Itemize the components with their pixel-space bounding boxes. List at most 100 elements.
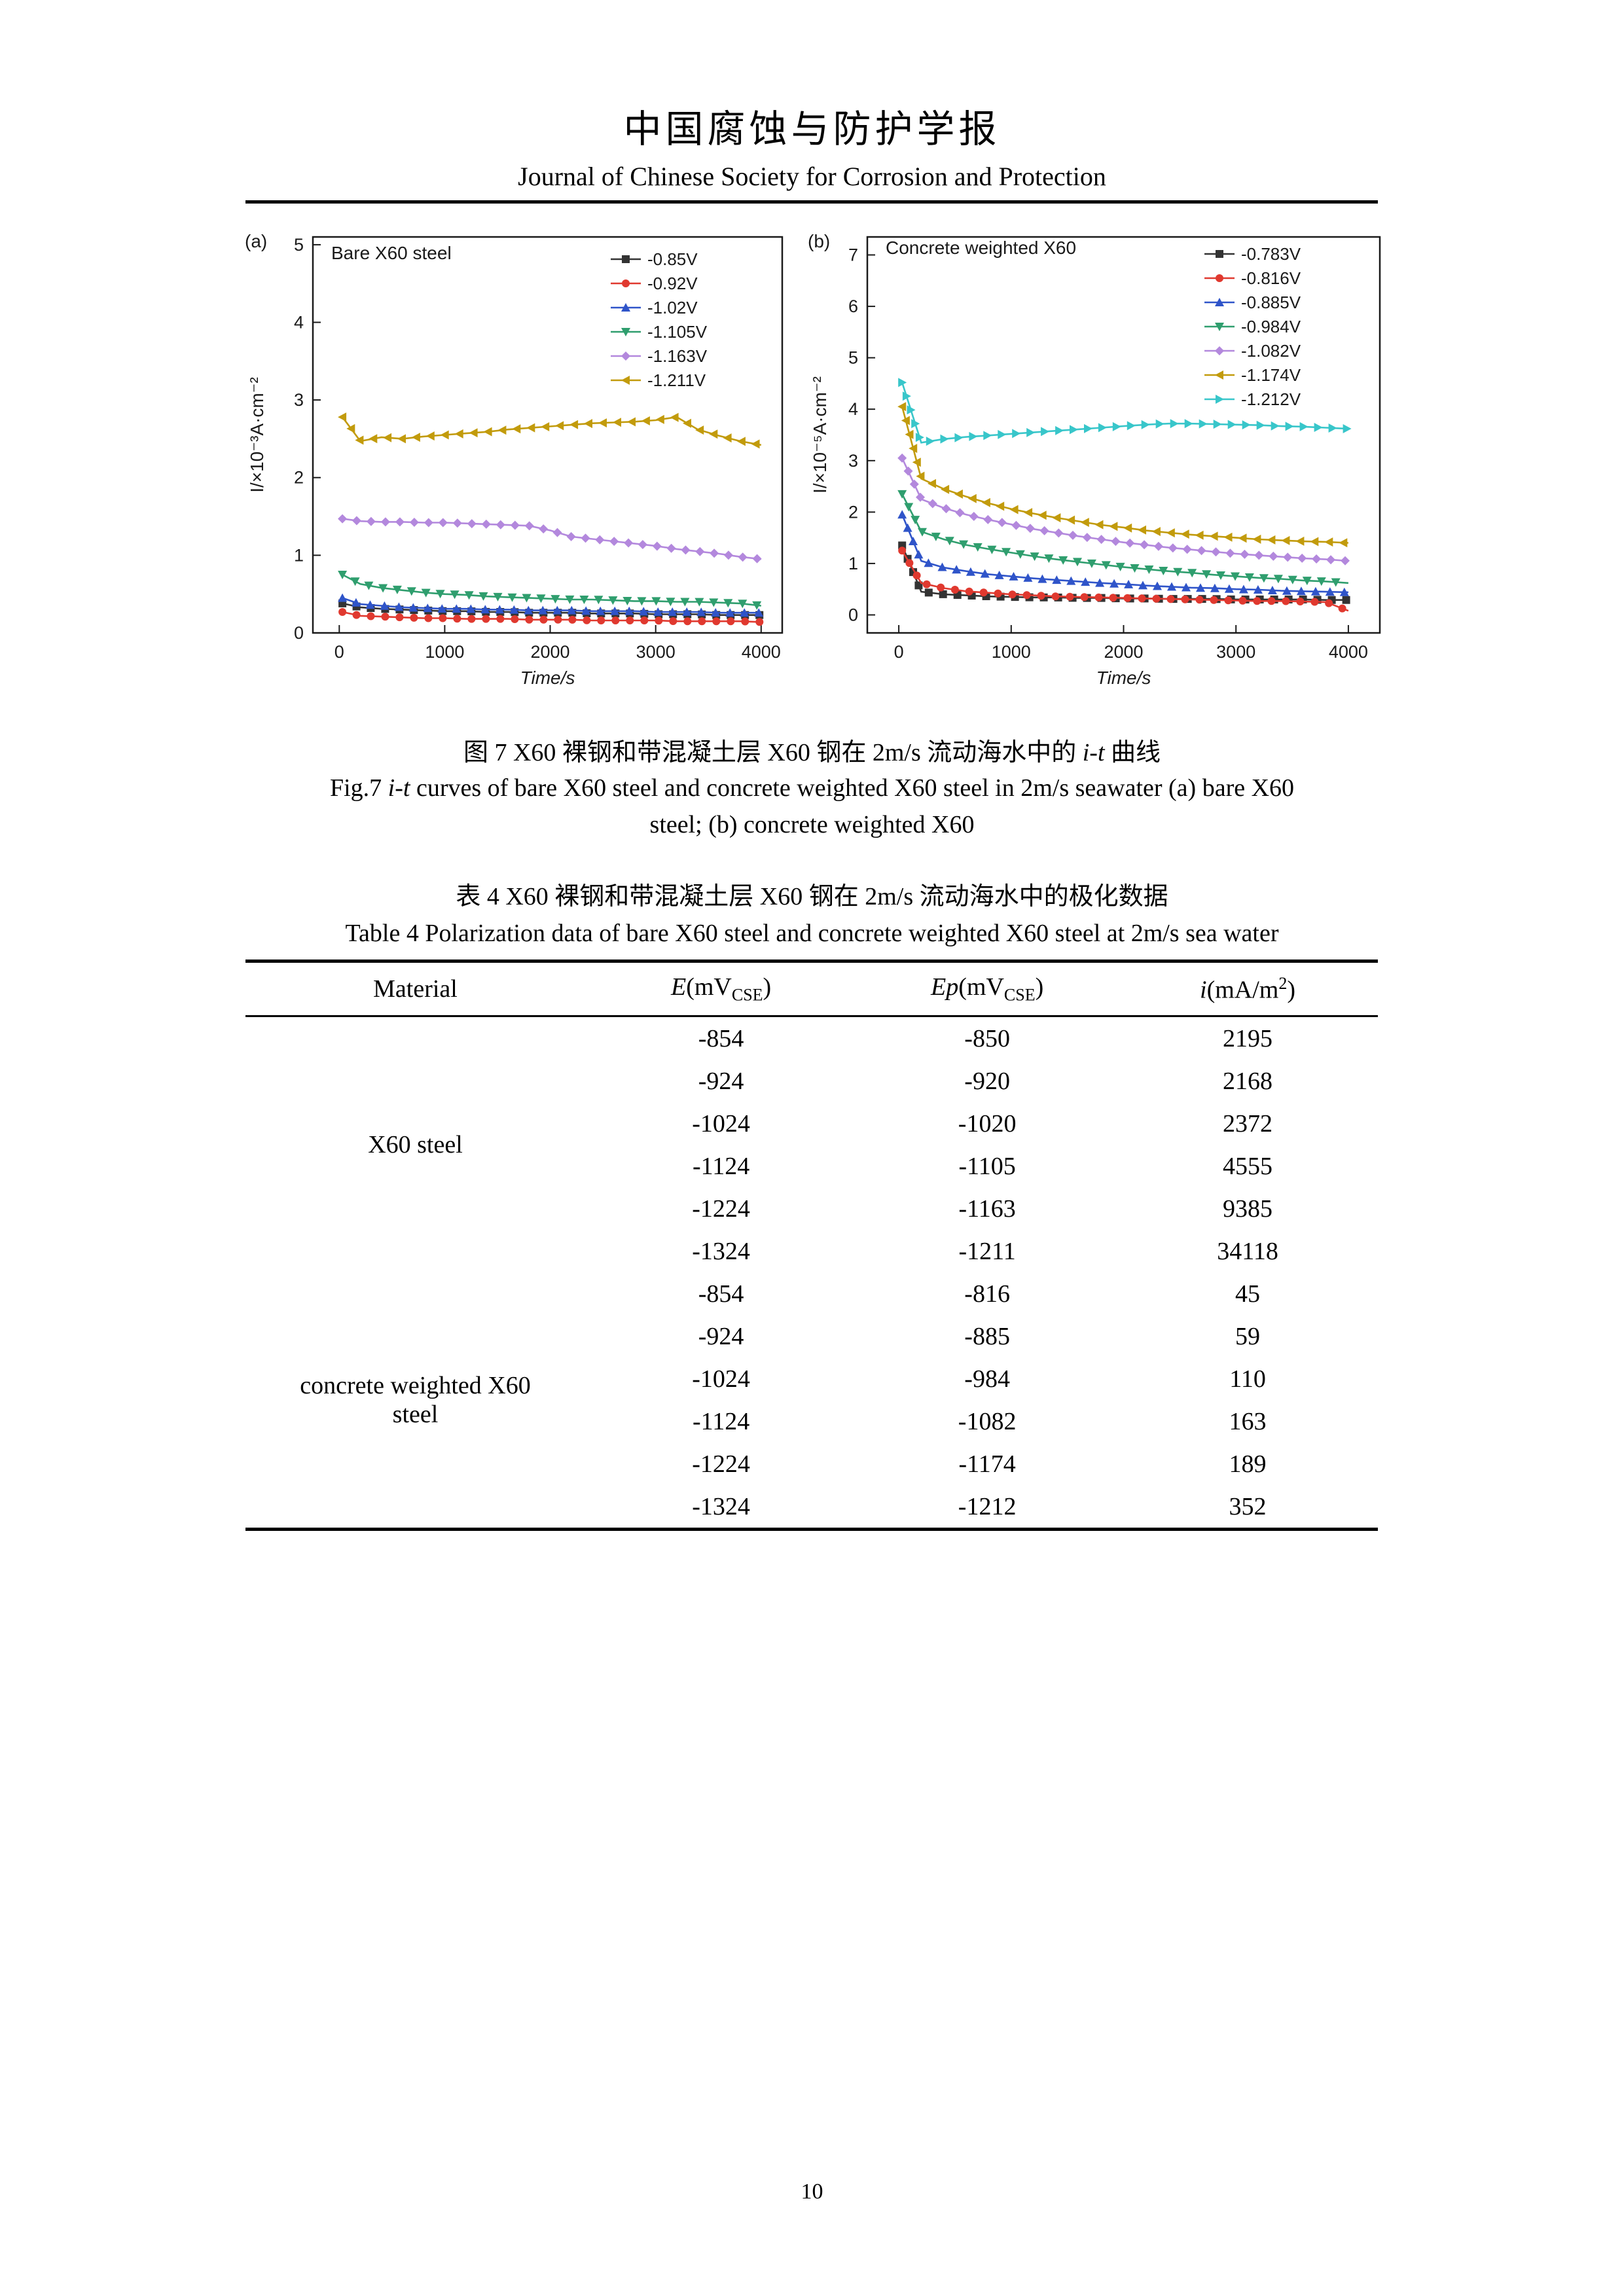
table-cell: -924 — [698, 1322, 744, 1350]
table-cell: -1024 — [692, 1365, 750, 1393]
svg-text:Bare X60 steel: Bare X60 steel — [331, 243, 452, 263]
page-number: 10 — [801, 2179, 823, 2204]
table-cell: -924 — [698, 1067, 744, 1095]
table-cell: 4555 — [1223, 1152, 1273, 1180]
table-cell: -1324 — [692, 1237, 750, 1265]
svg-text:-1.082V: -1.082V — [1241, 341, 1301, 361]
table-cell: 189 — [1229, 1450, 1267, 1478]
table-row: concrete weighted X60 steel -854 -816 45 — [245, 1272, 1378, 1429]
table-cell: 45 — [1235, 1280, 1261, 1308]
svg-text:3000: 3000 — [636, 642, 676, 662]
svg-text:2: 2 — [294, 468, 304, 488]
table-row: -1124 -1105 4555 — [245, 1145, 1378, 1187]
table-cell: -854 — [698, 1280, 744, 1308]
svg-text:Time/s: Time/s — [1096, 668, 1151, 688]
svg-text:0: 0 — [294, 623, 304, 643]
series--1.105V — [338, 571, 762, 610]
col-header-e: E(mVCSE) — [585, 961, 857, 1017]
table-cell: -1124 — [692, 1152, 750, 1180]
table-row: -1224 -1174 189 — [245, 1443, 1378, 1485]
series--1.174V — [897, 402, 1348, 548]
svg-text:2000: 2000 — [530, 642, 569, 662]
figure-caption-en: Fig.7 i-t curves of bare X60 steel and c… — [0, 770, 1624, 843]
svg-text:3: 3 — [848, 451, 858, 471]
table-cell: -885 — [964, 1322, 1010, 1350]
legend-entry: -1.163V — [611, 346, 708, 366]
legend-entry: -0.92V — [611, 274, 698, 293]
series--1.163V — [338, 514, 762, 564]
svg-text:1000: 1000 — [425, 642, 464, 662]
table-body: X60 steel -854 -850 2195 -924 -920 2168 -1024 -1… — [245, 1016, 1378, 1530]
svg-text:-1.163V: -1.163V — [647, 346, 708, 366]
journal-title-cn: 中国腐蚀与防护学报 — [623, 108, 1001, 151]
table-cell: 163 — [1229, 1407, 1267, 1435]
svg-text:5: 5 — [294, 235, 304, 255]
table-row: -1124 -1082 163 — [245, 1400, 1378, 1443]
table-cell: -1163 — [958, 1194, 1016, 1223]
series--0.984V — [897, 490, 1348, 587]
col-header-ep: Ep(mVCSE) — [857, 961, 1118, 1017]
table-cell: -1324 — [692, 1492, 750, 1520]
series--0.816V — [898, 547, 1349, 613]
svg-text:-0.92V: -0.92V — [647, 274, 698, 293]
legend-entry: -1.02V — [611, 298, 698, 317]
table-row: -1324 -1211 34118 — [245, 1230, 1378, 1272]
table-cell: 110 — [1229, 1365, 1266, 1393]
svg-text:-0.816V: -0.816V — [1241, 268, 1301, 288]
svg-text:(a): (a) — [245, 231, 267, 251]
legend-entry: -1.082V — [1204, 341, 1301, 361]
table-cell: -1082 — [958, 1407, 1017, 1435]
svg-text:I/×10⁻⁵A·cm⁻²: I/×10⁻⁵A·cm⁻² — [810, 376, 830, 493]
svg-text:0: 0 — [894, 642, 904, 662]
legend-entry: -0.816V — [1204, 268, 1301, 288]
series--0.885V — [897, 510, 1349, 596]
bare-x60-plot: 0 1000 2000 3000 4000 0 1 2 3 4 5 Time/s I/×10⁻³A·cm… — [245, 231, 784, 688]
table-cell: -1124 — [692, 1407, 750, 1435]
polarization-table: Material E(mVCSE) Ep(mVCSE) i(mA/m2) X60… — [245, 960, 1378, 1531]
svg-text:-1.174V: -1.174V — [1241, 365, 1301, 385]
table-cell: 352 — [1229, 1492, 1267, 1520]
table-row: -1024 -984 110 — [245, 1357, 1378, 1400]
col-header-material: Material — [245, 961, 585, 1017]
svg-text:Time/s: Time/s — [520, 668, 575, 688]
table-cell: -850 — [964, 1024, 1010, 1052]
svg-text:-1.211V: -1.211V — [647, 370, 706, 390]
table-cell: -1212 — [958, 1492, 1017, 1520]
table-cell: -984 — [964, 1365, 1010, 1393]
legend-entry: -1.212V — [1204, 389, 1301, 409]
col-header-i: i(mA/m2) — [1117, 961, 1378, 1017]
table-cell: -1224 — [692, 1194, 750, 1223]
table-cell: 34118 — [1217, 1237, 1278, 1265]
svg-text:4: 4 — [294, 313, 304, 332]
figure-caption-en-line1: Fig.7 i-t curves of bare X60 steel and c… — [329, 774, 1295, 802]
series--1.212V — [898, 378, 1352, 446]
journal-header: 中国腐蚀与防护学报 Journal of Chinese Society for… — [0, 98, 1624, 192]
svg-text:3000: 3000 — [1216, 642, 1255, 662]
material-cell: concrete weighted X60 steel — [300, 1372, 531, 1428]
svg-text:3: 3 — [294, 390, 304, 410]
svg-text:-1.105V: -1.105V — [647, 322, 708, 342]
table-cell: -1224 — [692, 1450, 750, 1478]
legend-entry: -0.885V — [1204, 293, 1301, 312]
svg-text:I/×10⁻³A·cm⁻²: I/×10⁻³A·cm⁻² — [247, 377, 267, 493]
legend-entry: -1.105V — [611, 322, 708, 342]
table-cell: 59 — [1235, 1322, 1261, 1350]
table-row: -924 -885 59 — [245, 1315, 1378, 1357]
table-row: X60 steel -854 -850 2195 — [245, 1016, 1378, 1159]
table-cell: 2168 — [1223, 1067, 1273, 1095]
table-cell: -1105 — [958, 1152, 1016, 1180]
table-header-row: Material E(mVCSE) Ep(mVCSE) i(mA/m2) — [245, 961, 1378, 1017]
legend-entry: -0.85V — [611, 249, 698, 269]
legend-entry: -0.783V — [1204, 244, 1301, 264]
svg-text:1: 1 — [294, 545, 304, 565]
table-cell: -816 — [964, 1280, 1010, 1308]
header-divider — [245, 200, 1378, 204]
svg-text:1000: 1000 — [992, 642, 1031, 662]
svg-text:(b): (b) — [808, 231, 830, 251]
table-cell: -1174 — [958, 1450, 1016, 1478]
journal-title-en: Journal of Chinese Society for Corrosion… — [518, 162, 1106, 191]
chart-bare-x60: 0 1000 2000 3000 4000 0 1 2 3 4 5 Time/s I/×10⁻³A·cm… — [242, 221, 795, 699]
figure-caption-cn-suffix: 曲线 — [1104, 739, 1161, 766]
table-row: -1224 -1163 9385 — [245, 1187, 1378, 1230]
